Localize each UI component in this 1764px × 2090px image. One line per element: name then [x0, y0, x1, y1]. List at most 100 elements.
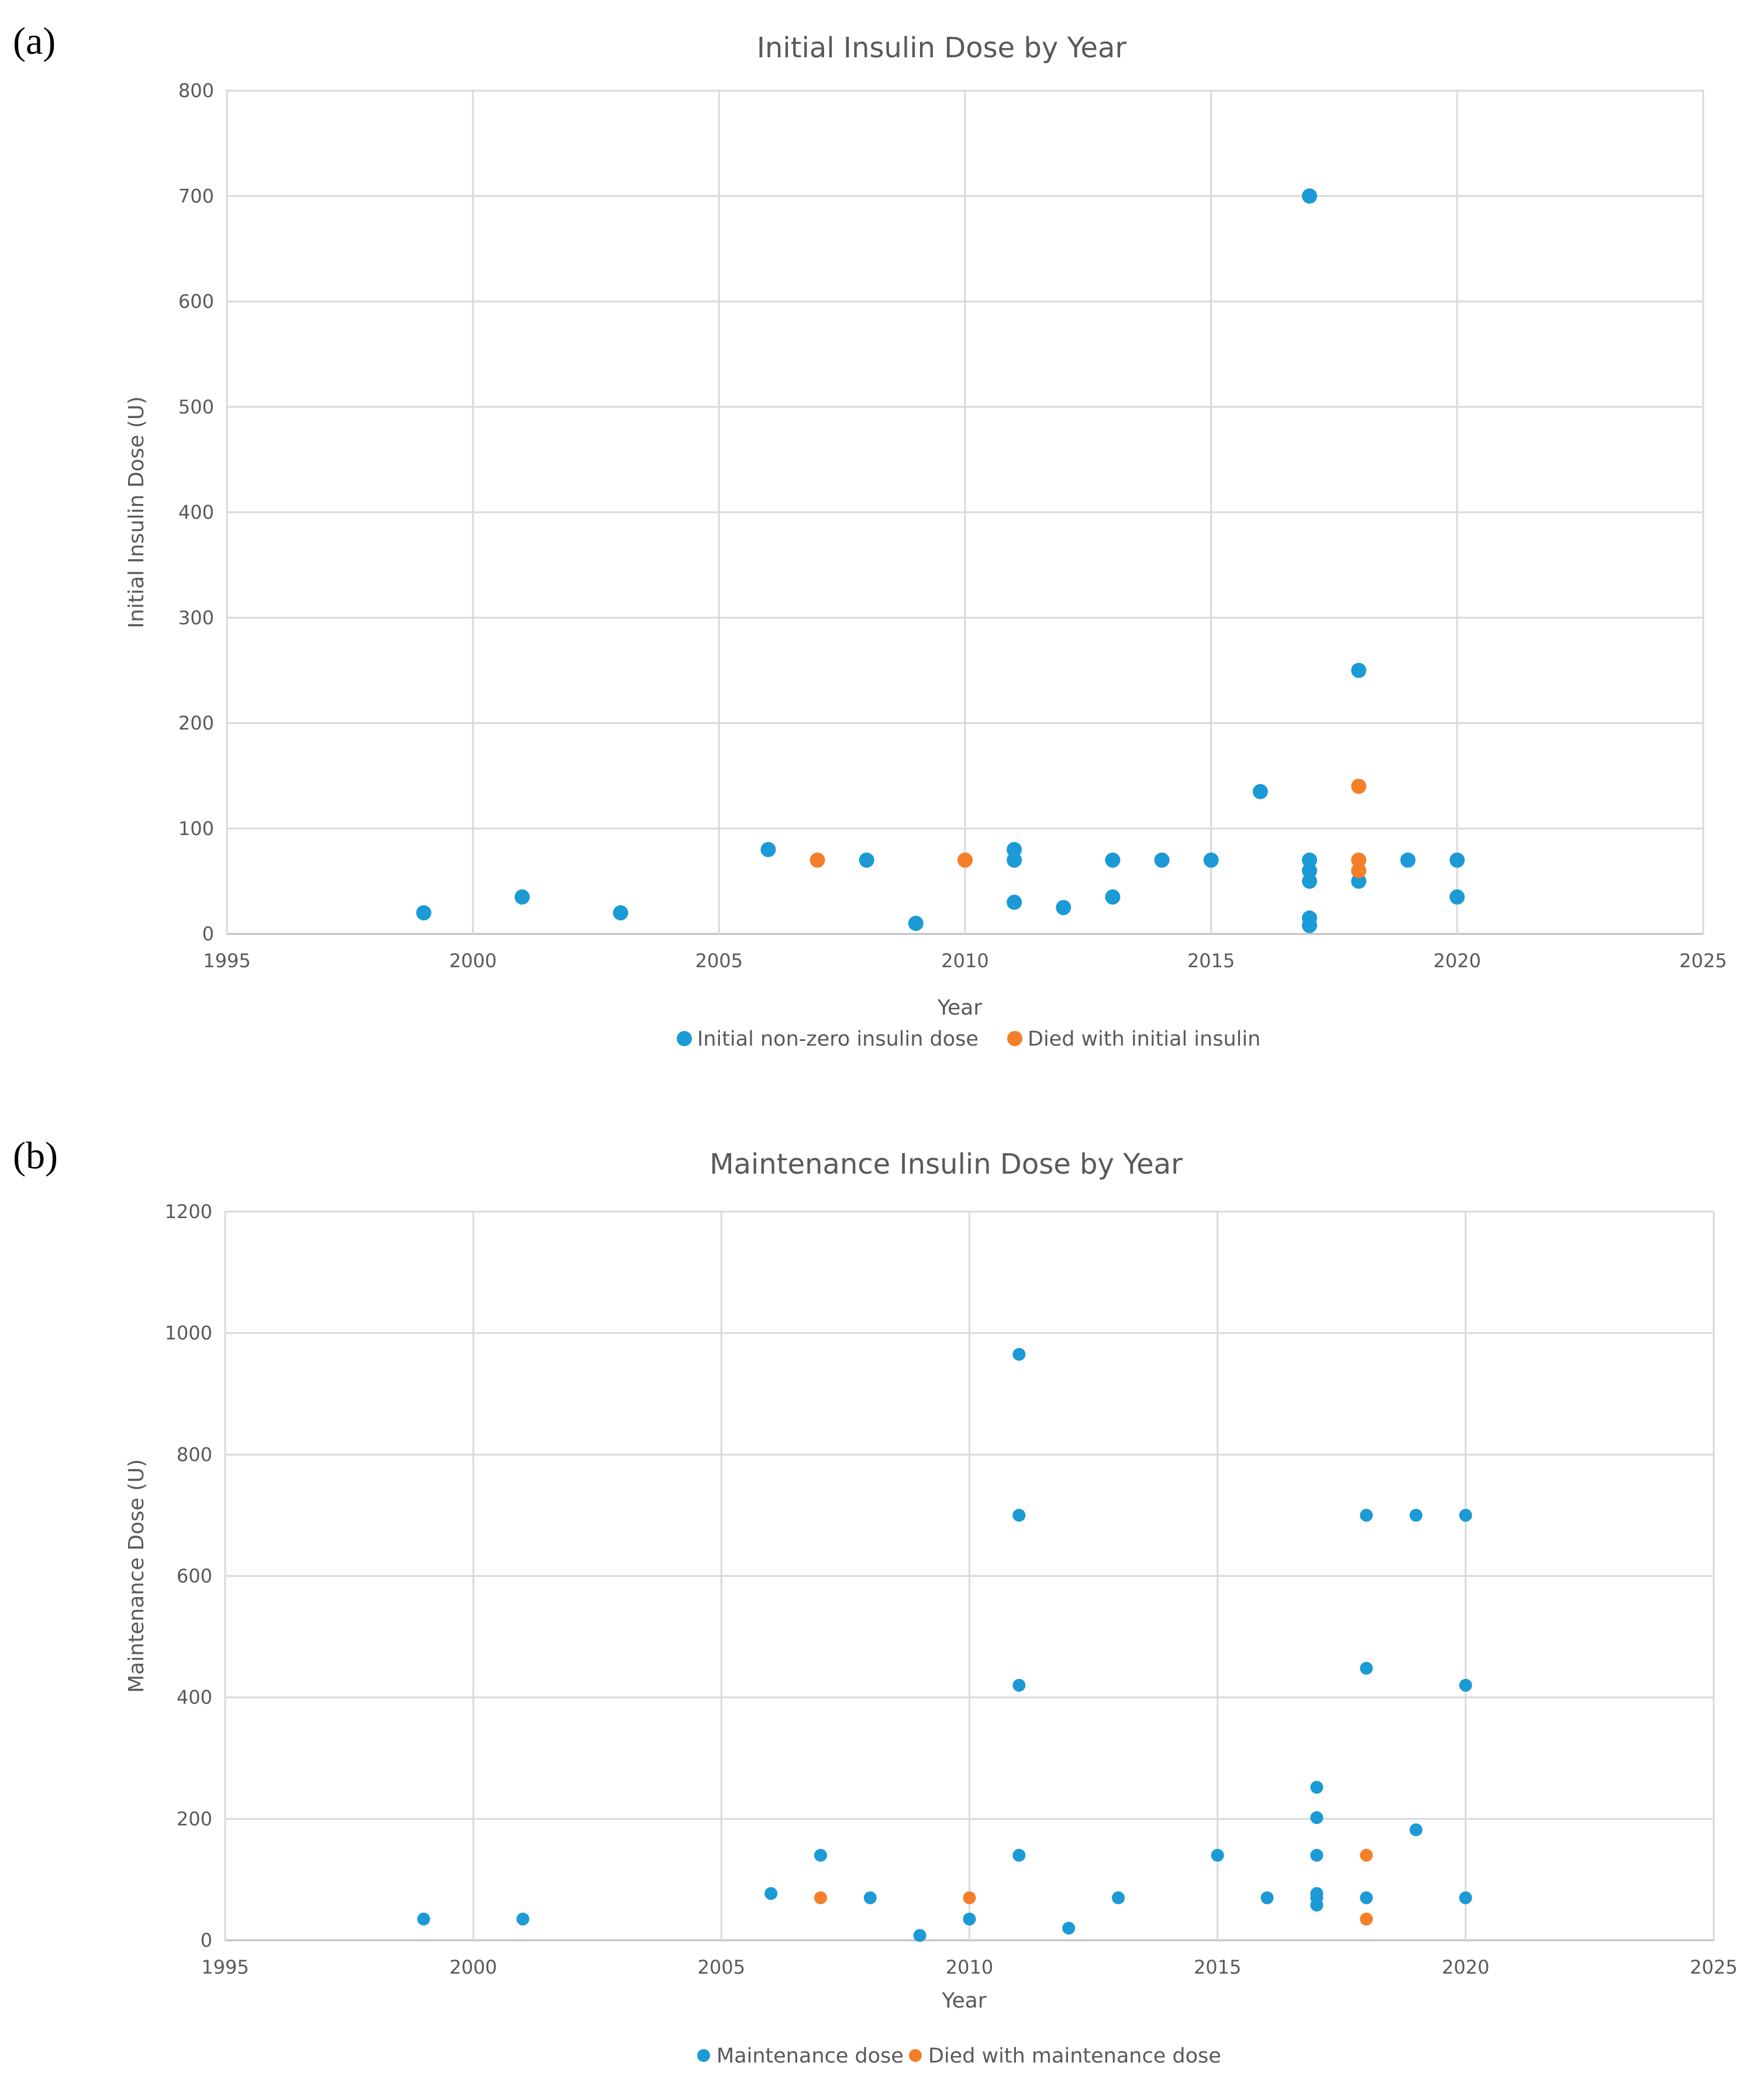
data-point — [1062, 1922, 1076, 1935]
y-tick-label: 200 — [177, 1808, 212, 1830]
data-point — [1012, 1348, 1026, 1361]
data-point — [1301, 188, 1317, 204]
data-point — [417, 1912, 430, 1926]
data-point — [416, 905, 432, 920]
y-tick-label: 400 — [177, 1687, 212, 1709]
data-point — [1105, 889, 1121, 905]
data-point — [1007, 841, 1022, 857]
data-point — [1310, 1781, 1324, 1794]
data-point — [1007, 852, 1022, 868]
data-point — [1203, 852, 1219, 868]
legend-label: Initial non-zero insulin dose — [697, 1027, 979, 1051]
y-tick-label: 0 — [202, 923, 214, 945]
data-point — [1154, 852, 1170, 868]
series-1 — [814, 1848, 1373, 1926]
x-tick-label: 2000 — [449, 950, 497, 972]
x-axis-label: Year — [937, 996, 982, 1020]
y-tick-label: 1000 — [165, 1322, 212, 1344]
data-point — [1007, 894, 1022, 910]
legend: Maintenance dose Died with maintenance do… — [697, 2044, 1221, 2068]
y-axis-label: Maintenance Dose (U) — [125, 1459, 149, 1693]
x-tick-label: 1995 — [203, 950, 250, 972]
x-tick-label: 2020 — [1442, 1956, 1489, 1978]
data-point — [1449, 852, 1465, 868]
x-tick-label: 2015 — [1194, 1956, 1241, 1978]
x-tick-label: 2005 — [695, 950, 743, 972]
chart-initial-insulin: 0 100 200 300 400 500 600 700 800 1995 2000 2005 201… — [125, 32, 1727, 1051]
panel-label-a: (a) — [13, 20, 56, 63]
data-point — [1360, 1891, 1373, 1905]
legend-marker — [677, 1031, 692, 1046]
data-point — [957, 852, 973, 868]
y-tick-label: 1200 — [165, 1201, 212, 1223]
legend-marker — [909, 2049, 922, 2062]
x-tick-label: 1995 — [201, 1956, 249, 1978]
data-point — [1410, 1509, 1422, 1522]
data-point — [1301, 863, 1317, 878]
x-tick-label: 2025 — [1679, 950, 1727, 972]
data-point — [613, 905, 629, 920]
data-point — [1105, 852, 1121, 868]
data-point — [1310, 1811, 1324, 1825]
data-point — [1301, 852, 1317, 868]
x-tick-label: 2025 — [1690, 1956, 1737, 1978]
data-point — [1310, 1898, 1324, 1912]
data-point — [814, 1891, 827, 1905]
data-point — [1252, 784, 1268, 799]
data-point — [1360, 1509, 1373, 1522]
x-tick-label: 2000 — [449, 1956, 497, 1978]
legend-marker — [697, 2049, 710, 2062]
series-1 — [809, 778, 1367, 878]
series-0 — [417, 1348, 1472, 1942]
data-point — [514, 889, 530, 905]
y-tick-label: 500 — [178, 396, 214, 418]
series-0 — [416, 188, 1465, 933]
legend-label: Died with initial insulin — [1028, 1027, 1260, 1051]
x-tick-label: 2010 — [946, 1956, 993, 1978]
data-point — [764, 1887, 778, 1901]
y-tick-label: 800 — [178, 80, 214, 102]
data-point — [1351, 852, 1367, 868]
legend-marker — [1007, 1031, 1022, 1046]
data-point — [1400, 852, 1416, 868]
data-point — [809, 852, 825, 868]
data-point — [516, 1912, 529, 1926]
chart-title: Maintenance Insulin Dose by Year — [709, 1148, 1183, 1181]
y-tick-label: 400 — [178, 501, 214, 523]
legend-label: Died with maintenance dose — [928, 2044, 1221, 2068]
data-point — [1351, 778, 1367, 794]
data-point — [1351, 873, 1367, 889]
data-point — [1360, 1912, 1373, 1926]
data-point — [1301, 918, 1317, 933]
data-point — [1112, 1891, 1125, 1905]
data-point — [1410, 1823, 1422, 1837]
y-tick-label: 800 — [177, 1443, 212, 1465]
chart-maintenance-insulin: 0 200 400 600 800 1000 1200 1995 2000 2005 2010 201… — [125, 1148, 1738, 2068]
y-tick-label: 600 — [178, 291, 214, 313]
data-point — [1459, 1678, 1472, 1692]
data-point — [963, 1912, 976, 1926]
x-axis-label: Year — [941, 1989, 986, 2013]
y-tick-label: 700 — [178, 185, 214, 207]
data-point — [1459, 1509, 1472, 1522]
x-tick-label: 2015 — [1187, 950, 1235, 972]
data-point — [1351, 663, 1367, 678]
data-point — [913, 1929, 926, 1942]
data-point — [963, 1891, 976, 1905]
x-tick-label: 2020 — [1434, 950, 1481, 972]
data-point — [1351, 863, 1367, 878]
data-point — [1301, 873, 1317, 889]
data-point — [1260, 1891, 1274, 1905]
data-point — [814, 1848, 827, 1862]
y-tick-label: 300 — [178, 606, 214, 629]
data-point — [859, 852, 874, 868]
data-point — [863, 1891, 877, 1905]
legend: Initial non-zero insulin dose Died with i… — [677, 1027, 1260, 1051]
y-axis-label: Initial Insulin Dose (U) — [125, 396, 149, 629]
legend-label: Maintenance dose — [716, 2044, 904, 2068]
y-tick-label: 600 — [177, 1565, 212, 1587]
panel-label-b: (b) — [13, 1134, 58, 1177]
data-point — [1360, 1661, 1373, 1675]
data-point — [1360, 1848, 1373, 1862]
